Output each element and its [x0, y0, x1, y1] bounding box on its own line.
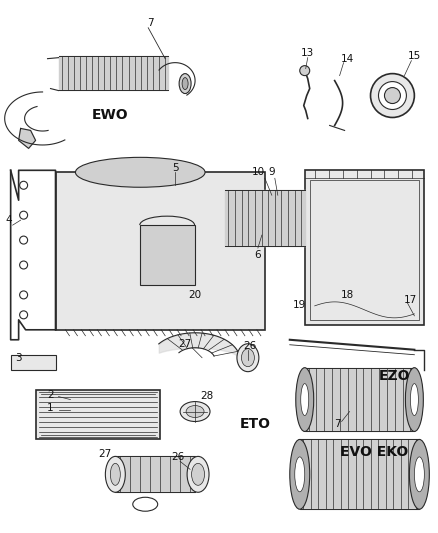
Text: 20: 20 — [188, 290, 201, 300]
Text: 2: 2 — [47, 390, 54, 400]
Bar — [56, 172, 265, 330]
Text: 7: 7 — [334, 419, 341, 430]
Ellipse shape — [295, 457, 305, 492]
Text: 3: 3 — [15, 353, 22, 363]
Circle shape — [20, 211, 28, 219]
Ellipse shape — [106, 456, 125, 492]
Bar — [310, 180, 419, 320]
Text: 13: 13 — [301, 47, 314, 58]
Text: 10: 10 — [251, 167, 265, 177]
Text: 1: 1 — [47, 402, 54, 413]
Ellipse shape — [406, 368, 424, 432]
Text: 6: 6 — [254, 250, 261, 260]
Circle shape — [20, 181, 28, 189]
Ellipse shape — [410, 384, 418, 416]
Polygon shape — [19, 128, 35, 148]
Bar — [305, 171, 424, 325]
Circle shape — [300, 66, 310, 76]
Text: 15: 15 — [408, 51, 421, 61]
Ellipse shape — [186, 406, 204, 417]
Ellipse shape — [182, 78, 188, 90]
Ellipse shape — [110, 463, 120, 486]
Text: 7: 7 — [147, 18, 154, 28]
Text: 26: 26 — [172, 453, 185, 463]
Ellipse shape — [237, 344, 259, 372]
Text: 19: 19 — [293, 300, 306, 310]
Ellipse shape — [179, 74, 191, 94]
Text: ETO: ETO — [240, 417, 270, 432]
Circle shape — [371, 74, 414, 117]
Ellipse shape — [290, 439, 310, 509]
Text: EWO: EWO — [92, 109, 129, 123]
Text: 5: 5 — [172, 163, 178, 173]
Text: 9: 9 — [268, 167, 275, 177]
Circle shape — [385, 87, 400, 103]
Circle shape — [378, 82, 406, 109]
Text: 4: 4 — [6, 215, 12, 225]
Ellipse shape — [410, 439, 429, 509]
Circle shape — [20, 261, 28, 269]
Circle shape — [20, 236, 28, 244]
Text: 14: 14 — [341, 54, 354, 63]
Text: 17: 17 — [404, 295, 417, 305]
Circle shape — [20, 291, 28, 299]
Ellipse shape — [241, 349, 254, 367]
Ellipse shape — [75, 157, 205, 187]
Ellipse shape — [187, 456, 209, 492]
Ellipse shape — [191, 463, 205, 486]
Ellipse shape — [414, 457, 424, 492]
Text: 27: 27 — [99, 449, 112, 459]
Bar — [140, 225, 195, 285]
Text: 27: 27 — [178, 339, 192, 349]
Text: 28: 28 — [201, 391, 214, 401]
Bar — [11, 355, 56, 370]
Text: EZO: EZO — [379, 369, 410, 383]
Text: 26: 26 — [243, 341, 257, 351]
Text: EVO EKO: EVO EKO — [340, 446, 409, 459]
Circle shape — [20, 311, 28, 319]
Ellipse shape — [301, 384, 309, 416]
Text: 18: 18 — [341, 290, 354, 300]
Ellipse shape — [180, 401, 210, 422]
Bar — [35, 390, 160, 439]
Ellipse shape — [296, 368, 314, 432]
